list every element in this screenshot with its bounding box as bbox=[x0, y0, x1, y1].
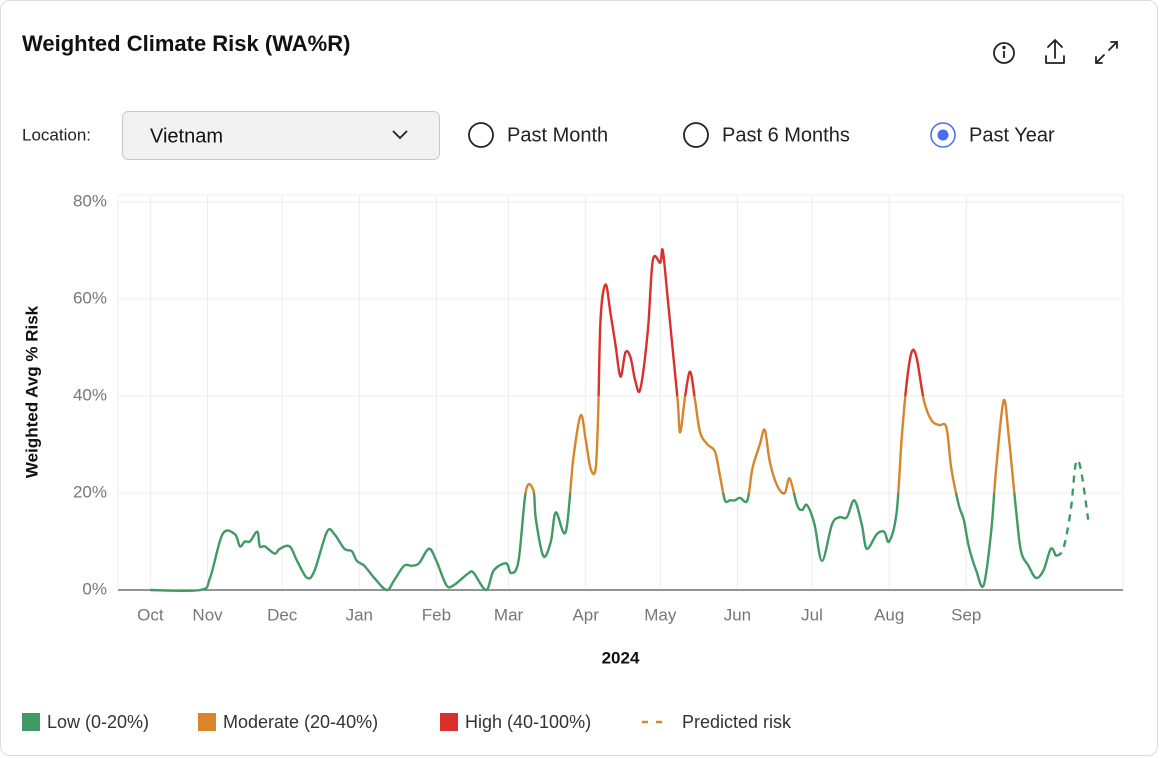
x-tick-label: Aug bbox=[874, 605, 904, 624]
risk-line bbox=[150, 248, 1057, 593]
radio-label[interactable]: Past Year bbox=[969, 124, 1055, 146]
x-tick-label: May bbox=[644, 605, 677, 624]
export-button[interactable] bbox=[1045, 39, 1065, 64]
radio-label[interactable]: Past 6 Months bbox=[722, 124, 850, 146]
y-tick-label: 80% bbox=[73, 191, 107, 210]
x-tick-label: Jan bbox=[346, 605, 373, 624]
radio-label[interactable]: Past Month bbox=[507, 124, 608, 146]
legend: Low (0-20%) Moderate (20-40%) High (40-100… bbox=[22, 712, 792, 732]
radio-dot bbox=[937, 129, 949, 141]
x-tick-label: Nov bbox=[192, 605, 223, 624]
plot: 0% 20% 40% 60% 80% Oct Nov Dec Jan Feb Mar Apr May Ju… bbox=[22, 191, 1124, 667]
legend-swatch bbox=[198, 713, 216, 731]
location-label: Location: bbox=[22, 125, 91, 144]
predicted-line bbox=[1054, 458, 1090, 558]
legend-swatch bbox=[22, 713, 40, 731]
y-tick-label: 40% bbox=[73, 385, 107, 404]
x-tick-label: Oct bbox=[137, 605, 164, 624]
x-tick-label: Apr bbox=[572, 605, 599, 624]
chart-title: Weighted Climate Risk (WA%R) bbox=[22, 31, 350, 56]
legend-label: Moderate (20-40%) bbox=[223, 712, 378, 732]
info-button[interactable] bbox=[993, 42, 1015, 64]
location-value: Vietnam bbox=[150, 125, 223, 147]
y-tick-label: 0% bbox=[82, 579, 107, 598]
y-tick-label: 20% bbox=[73, 482, 107, 501]
period-options: Past Month Past 6 Months Past Year bbox=[468, 122, 1055, 148]
legend-label: Low (0-20%) bbox=[47, 712, 149, 732]
x-tick-label: Sep bbox=[951, 605, 981, 624]
legend-label: Predicted risk bbox=[682, 712, 792, 732]
x-tick-label: Jul bbox=[801, 605, 823, 624]
plot-frame bbox=[117, 194, 1124, 591]
x-axis-title: 2024 bbox=[602, 648, 640, 667]
legend-label: High (40-100%) bbox=[465, 712, 591, 732]
expand-button[interactable] bbox=[1095, 41, 1118, 64]
radio-button[interactable] bbox=[683, 122, 709, 148]
select-chevron bbox=[392, 130, 408, 140]
radio-button[interactable] bbox=[468, 122, 494, 148]
y-axis-title: Weighted Avg % Risk bbox=[22, 305, 41, 478]
legend-swatch bbox=[440, 713, 458, 731]
x-tick-label: Mar bbox=[494, 605, 524, 624]
location-select[interactable] bbox=[122, 111, 440, 160]
y-tick-label: 60% bbox=[73, 288, 107, 307]
x-tick-label: Jun bbox=[724, 605, 751, 624]
x-tick-label: Dec bbox=[267, 605, 298, 624]
x-tick-label: Feb bbox=[422, 605, 451, 624]
